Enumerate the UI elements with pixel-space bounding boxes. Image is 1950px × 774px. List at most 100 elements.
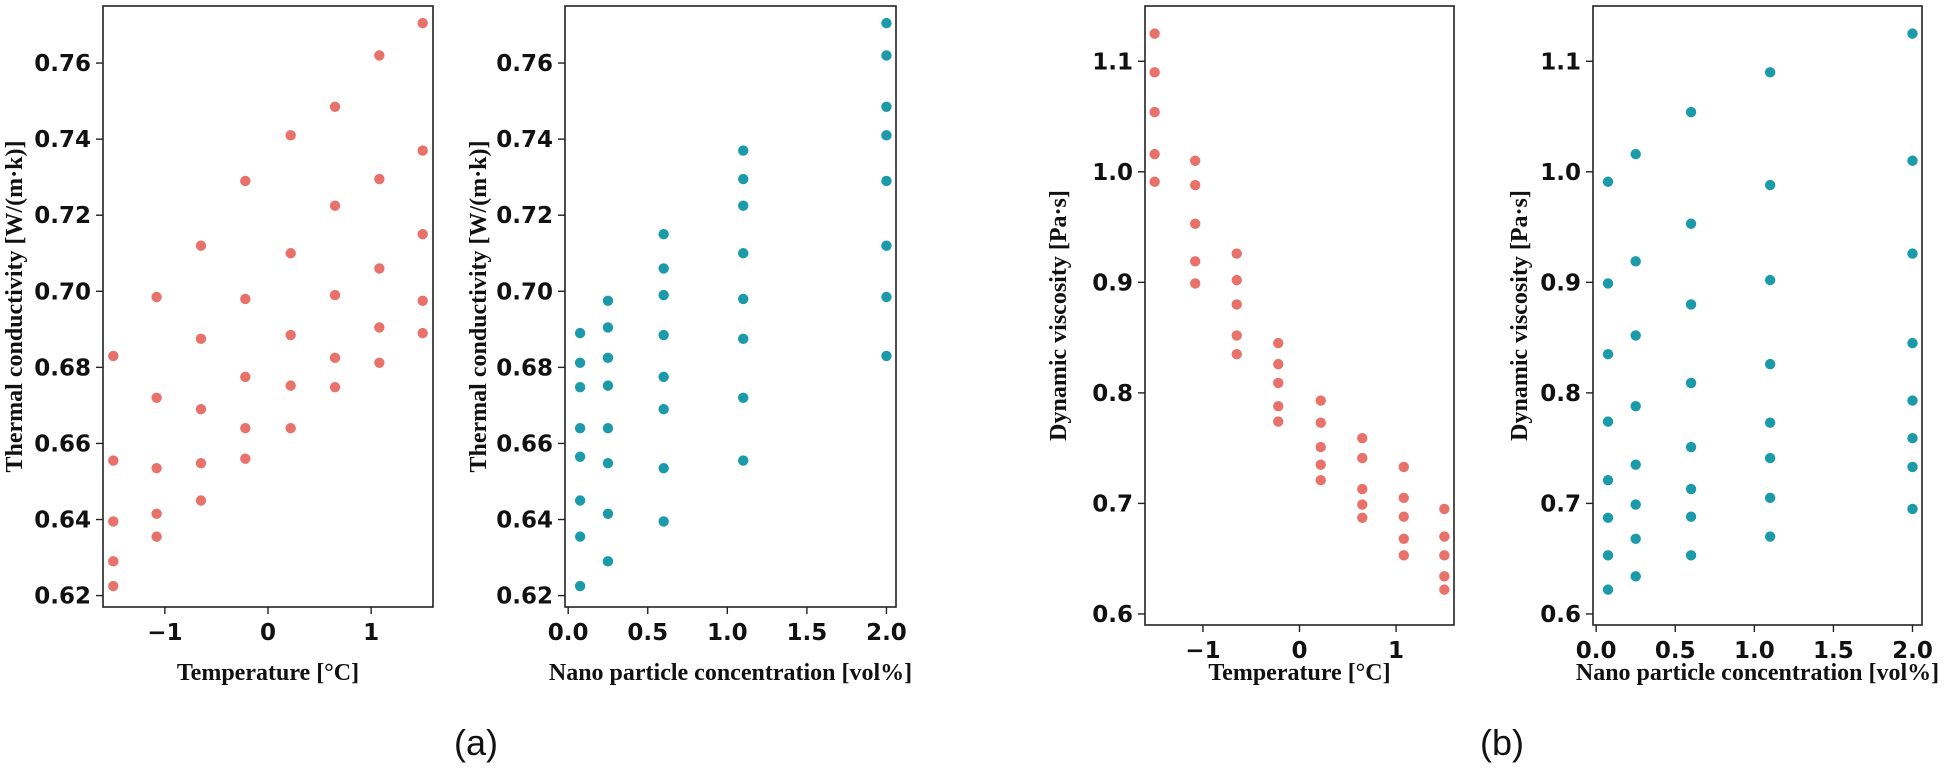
data-point [1602, 474, 1614, 486]
data-point [1398, 533, 1409, 544]
x-axis-label: Temperature [°C] [1208, 660, 1390, 686]
data-point [1357, 452, 1368, 464]
data-point [1764, 492, 1776, 504]
y-tick-label: 0.70 [34, 279, 91, 305]
x-tick-label: 0.0 [1576, 638, 1617, 664]
y-tick-label: 0.8 [1540, 381, 1581, 407]
data-point [1685, 441, 1697, 453]
x-tick-label: 0.5 [1655, 638, 1696, 664]
y-tick-label: 0.72 [496, 203, 553, 229]
data-point [285, 380, 296, 391]
x-tick-label: −1 [1185, 638, 1220, 664]
chart-conductivity-vs-concentration: 0.62 0.64 0.66 0.68 0.70 0.72 0.74 0.76 0.0 0.5 1.… [466, 5, 912, 686]
data-point [1190, 218, 1201, 229]
data-point [1630, 499, 1641, 510]
data-point [1602, 348, 1614, 360]
data-point [417, 145, 428, 156]
data-point [658, 289, 669, 301]
x-axis-label: Nano particle concentration [vol%] [1576, 660, 1939, 686]
data-point [738, 392, 749, 403]
data-point [881, 175, 892, 187]
data-point [1764, 531, 1776, 542]
data-point [881, 350, 892, 362]
data-point [1231, 299, 1242, 310]
x-tick-label: 0 [1291, 638, 1307, 664]
x-axis-label: Temperature [°C] [177, 660, 359, 686]
data-point [1439, 584, 1450, 595]
data-point [1764, 67, 1776, 78]
data-point [1190, 256, 1201, 267]
data-point [1602, 550, 1614, 561]
data-point [285, 423, 296, 434]
data-point [602, 556, 614, 567]
data-point [1630, 330, 1641, 341]
data-point [285, 130, 296, 141]
y-tick-label: 0.7 [1540, 491, 1581, 517]
data-point [108, 455, 119, 466]
y-tick-label: 0.74 [496, 127, 553, 153]
data-point [1231, 330, 1242, 341]
data-point [1439, 571, 1450, 582]
plot-frame [564, 5, 897, 608]
data-point [329, 381, 341, 393]
data-point [108, 556, 119, 567]
data-point [1685, 106, 1697, 118]
data-point [1764, 358, 1776, 370]
y-tick-label: 0.70 [496, 279, 553, 305]
data-point [1315, 417, 1326, 428]
data-point [1357, 432, 1368, 444]
data-point [1685, 218, 1697, 229]
data-point [1149, 148, 1160, 160]
data-point [1190, 278, 1201, 289]
data-point [329, 289, 341, 301]
data-point [374, 173, 385, 185]
y-tick-label: 0.76 [496, 51, 553, 77]
x-tick-label: −1 [147, 620, 182, 646]
data-point [602, 322, 614, 333]
data-point [1398, 550, 1409, 561]
data-point [1685, 299, 1697, 310]
data-point [738, 293, 749, 305]
y-axis-label: Dynamic viscosity [Pa·s] [1046, 190, 1072, 441]
data-point [574, 327, 586, 339]
x-tick-label: 2.0 [1892, 638, 1933, 664]
data-point [1273, 358, 1284, 370]
data-point [1602, 512, 1614, 523]
x-tick-label: 1.0 [707, 620, 748, 646]
data-point [151, 392, 162, 403]
y-tick-label: 0.6 [1092, 602, 1133, 628]
data-point [738, 248, 749, 259]
panel-label-b: (b) [1480, 722, 1524, 763]
y-tick-label: 0.62 [496, 584, 553, 610]
data-point [658, 263, 669, 274]
y-tick-label: 0.7 [1092, 491, 1133, 517]
data-point [240, 371, 251, 383]
data-point [602, 508, 614, 520]
data-point [417, 229, 428, 240]
data-point [1357, 499, 1368, 510]
data-point [574, 531, 586, 542]
data-point [1630, 533, 1641, 544]
data-point [1190, 179, 1201, 191]
data-point [1764, 417, 1776, 428]
data-point [881, 101, 892, 113]
y-tick-label: 0.66 [34, 431, 91, 457]
data-point [417, 327, 428, 339]
y-tick-label: 0.72 [34, 203, 91, 229]
y-tick-label: 0.76 [34, 51, 91, 77]
data-point [602, 295, 614, 306]
data-point [1602, 176, 1614, 187]
data-point [1190, 155, 1201, 166]
y-tick-label: 0.8 [1092, 381, 1133, 407]
data-point [374, 357, 385, 368]
data-point [738, 200, 749, 211]
y-tick-label: 0.9 [1092, 270, 1133, 296]
x-axis-label: Nano particle concentration [vol%] [549, 660, 912, 686]
data-point [1231, 348, 1242, 360]
data-point [374, 263, 385, 274]
data-point [374, 322, 385, 333]
data-point [1907, 461, 1918, 473]
data-point [1231, 274, 1242, 286]
data-point [1764, 179, 1776, 191]
